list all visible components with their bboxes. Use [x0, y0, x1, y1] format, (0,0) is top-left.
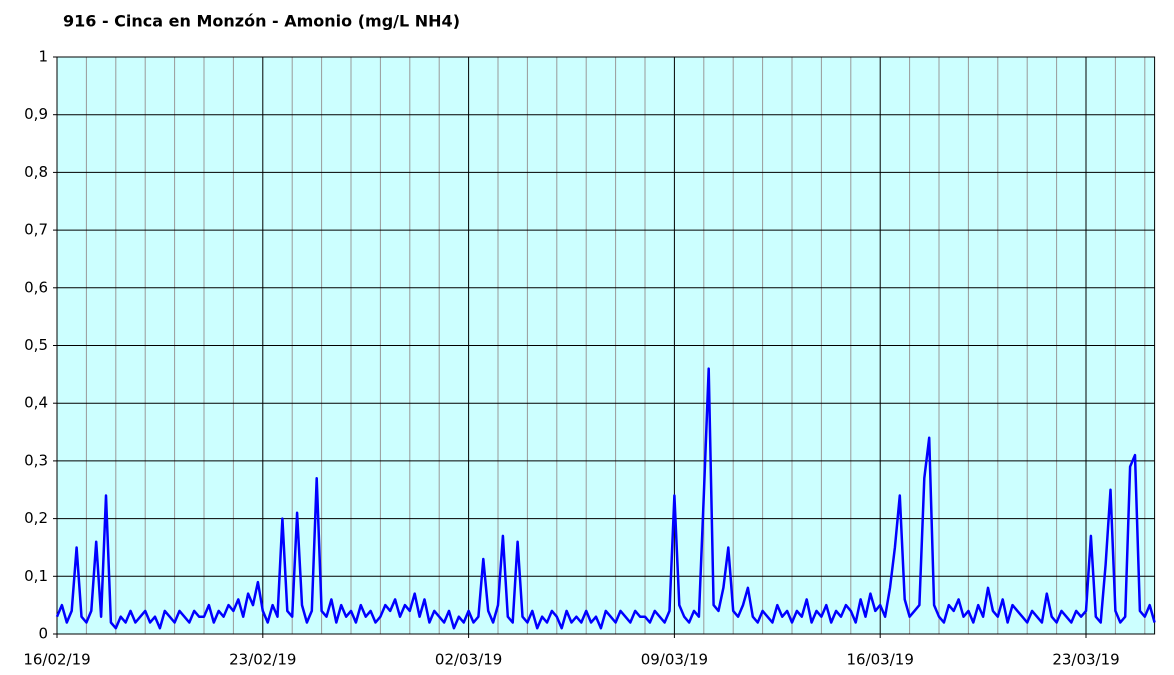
- x-tick-label: 16/03/19: [847, 651, 914, 669]
- data-line: [55, 367, 1156, 630]
- x-tick-label: 16/02/19: [23, 651, 90, 669]
- y-tick-label: 0,2: [24, 509, 48, 527]
- y-tick-label: 0,3: [24, 451, 48, 469]
- y-tick-label: 0: [38, 625, 48, 643]
- y-tick-label: 1: [38, 48, 48, 66]
- y-tick-label: 0,5: [24, 336, 48, 354]
- y-tick-label: 0,9: [24, 105, 48, 123]
- x-tick-label: 09/03/19: [641, 651, 708, 669]
- y-tick-label: 0,6: [24, 278, 48, 296]
- y-tick-label: 0,8: [24, 163, 48, 181]
- x-tick-label: 02/03/19: [435, 651, 502, 669]
- chart-title: 916 - Cinca en Monzón - Amonio (mg/L NH4…: [63, 12, 460, 31]
- y-tick-label: 0,4: [24, 394, 48, 412]
- y-tick-label: 0,7: [24, 221, 48, 239]
- x-tick-label: 23/02/19: [229, 651, 296, 669]
- y-tick-label: 0,1: [24, 567, 48, 585]
- x-tick-label: 23/03/19: [1052, 651, 1119, 669]
